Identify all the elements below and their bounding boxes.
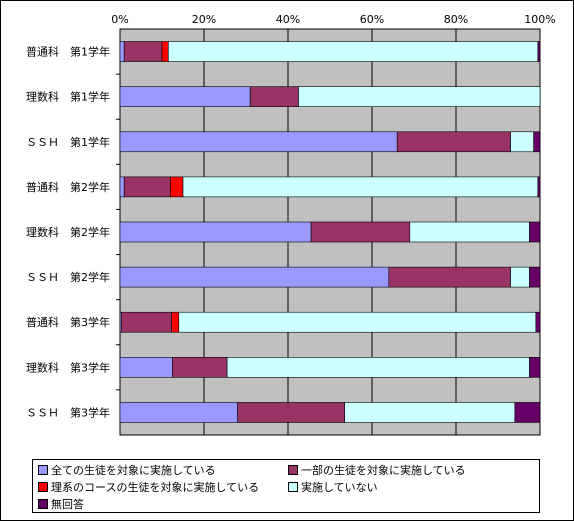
bar-segment [535, 311, 541, 333]
bar-segment [119, 86, 251, 107]
legend-item: 無回答 [38, 496, 84, 512]
category-label: 普通科 第3学年 [26, 315, 110, 329]
bar-segment [119, 131, 398, 153]
legend-label: 実施していない [301, 481, 378, 494]
bar-segment [226, 357, 530, 378]
legend-label: 理系のコースの生徒を対象に実施している [51, 481, 260, 494]
category-label: 普通科 第1学年 [26, 45, 110, 59]
x-tick-label: 80% [444, 13, 468, 26]
legend-swatch [38, 499, 48, 509]
bar-segment [510, 266, 530, 288]
category-label: 理数科 第2学年 [26, 225, 110, 239]
bar-segment [161, 41, 169, 62]
bar-segment [396, 131, 511, 153]
legend-swatch [288, 482, 298, 492]
bar-segment [123, 176, 171, 198]
bar-segment [119, 402, 238, 423]
legend-swatch [288, 465, 298, 475]
bar-segment [119, 357, 173, 378]
bar-segment [514, 402, 541, 423]
category-label: 普通科 第2学年 [26, 180, 110, 194]
bar-segment [533, 131, 541, 153]
bar-segment [172, 357, 228, 378]
bar-segment [529, 266, 541, 288]
bar-segment [119, 221, 312, 243]
bar-segment [529, 357, 541, 378]
bar-segment [119, 41, 125, 62]
bar-segment [388, 266, 511, 288]
legend-item: 実施していない [288, 479, 378, 495]
legend-label: 一部の生徒を対象に実施している [301, 464, 466, 477]
category-label: 理数科 第3学年 [26, 360, 110, 374]
bar-segment [537, 41, 541, 62]
category-label: ＳＳＨ 第3学年 [26, 405, 110, 419]
bar-segment [537, 176, 541, 198]
legend-item: 理系のコースの生徒を対象に実施している [38, 479, 259, 495]
bar-segment [119, 176, 125, 198]
bar-segment [168, 41, 539, 62]
legend-swatch [38, 482, 48, 492]
legend-item: 全ての生徒を対象に実施している [38, 462, 216, 478]
legend: 全ての生徒を対象に実施している 一部の生徒を対象に実施している理系のコースの生徒を… [32, 459, 540, 513]
x-tick-label: 100% [524, 13, 555, 26]
x-tick-label: 20% [192, 13, 216, 26]
bar-segment [529, 221, 541, 243]
bar-segment [120, 311, 172, 333]
bar-segment [310, 221, 411, 243]
legend-item: 一部の生徒を対象に実施している [288, 462, 466, 478]
bar-segment [171, 311, 180, 333]
category-label: 理数科 第1学年 [26, 90, 110, 104]
bar-segment [123, 41, 163, 62]
bar-segment [344, 402, 516, 423]
bar-segment [510, 131, 535, 153]
bar-segment [182, 176, 539, 198]
x-tick-label: 0% [111, 13, 128, 26]
bar-segment [119, 266, 390, 288]
legend-label: 全ての生徒を対象に実施している [51, 464, 216, 477]
bar-segment [249, 86, 299, 107]
bar-segment [170, 176, 184, 198]
x-tick-label: 40% [276, 13, 300, 26]
category-label: ＳＳＨ 第1学年 [26, 135, 110, 149]
legend-label: 無回答 [51, 498, 84, 511]
bar-segment [298, 86, 541, 107]
category-label: ＳＳＨ 第2学年 [26, 270, 110, 284]
bar-segment [178, 311, 537, 333]
bar-segment [237, 402, 346, 423]
x-tick-label: 60% [360, 13, 384, 26]
legend-swatch [38, 465, 48, 475]
bar-segment [409, 221, 530, 243]
